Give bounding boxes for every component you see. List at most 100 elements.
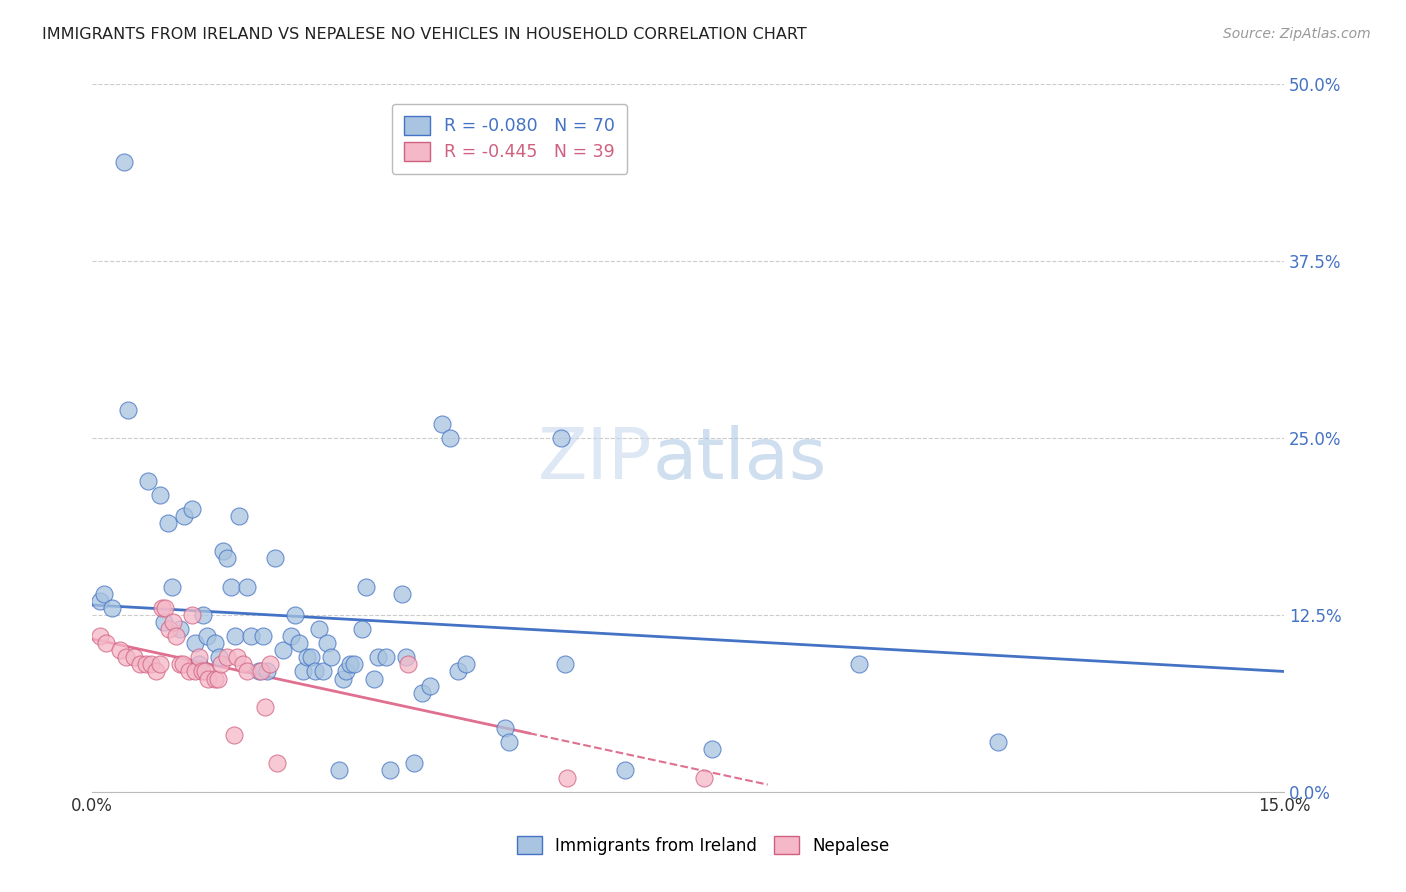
Point xyxy=(101,600,124,615)
Point xyxy=(288,636,311,650)
Point xyxy=(184,665,207,679)
Point xyxy=(375,650,398,665)
Point xyxy=(117,402,139,417)
Point xyxy=(162,615,184,629)
Point xyxy=(613,764,636,778)
Point xyxy=(335,665,357,679)
Point xyxy=(152,615,174,629)
Point xyxy=(156,516,179,530)
Point xyxy=(343,657,366,672)
Point xyxy=(363,672,385,686)
Point xyxy=(89,593,111,607)
Point xyxy=(249,665,271,679)
Point xyxy=(135,657,157,672)
Point xyxy=(284,607,307,622)
Point xyxy=(191,665,214,679)
Point xyxy=(209,657,232,672)
Point xyxy=(236,665,259,679)
Point xyxy=(208,650,231,665)
Point xyxy=(454,657,477,672)
Point xyxy=(332,672,354,686)
Point xyxy=(219,580,242,594)
Point xyxy=(367,650,389,665)
Point xyxy=(266,756,288,771)
Point xyxy=(89,629,111,643)
Point xyxy=(197,672,219,686)
Point xyxy=(256,665,278,679)
Point xyxy=(112,155,135,169)
Point xyxy=(128,657,150,672)
Point xyxy=(439,431,461,445)
Point xyxy=(319,650,342,665)
Point xyxy=(259,657,281,672)
Point xyxy=(122,650,145,665)
Point xyxy=(204,636,226,650)
Point xyxy=(299,650,322,665)
Point xyxy=(193,607,215,622)
Point xyxy=(204,672,226,686)
Point xyxy=(93,587,115,601)
Point xyxy=(247,665,270,679)
Point xyxy=(114,650,136,665)
Point xyxy=(173,508,195,523)
Point xyxy=(184,636,207,650)
Point xyxy=(253,699,276,714)
Point xyxy=(352,622,374,636)
Point xyxy=(304,665,326,679)
Point xyxy=(396,657,419,672)
Point xyxy=(430,417,453,431)
Point xyxy=(411,686,433,700)
Point xyxy=(108,643,131,657)
Point xyxy=(308,622,330,636)
Point xyxy=(311,665,333,679)
Point xyxy=(150,600,173,615)
Point xyxy=(181,607,204,622)
Point xyxy=(222,728,245,742)
Point xyxy=(848,657,870,672)
Text: atlas: atlas xyxy=(652,425,827,494)
Point xyxy=(987,735,1010,749)
Point xyxy=(395,650,418,665)
Point xyxy=(700,742,723,756)
Point xyxy=(217,551,239,566)
Point xyxy=(172,657,194,672)
Point xyxy=(145,665,167,679)
Point xyxy=(447,665,470,679)
Point xyxy=(212,544,235,558)
Point xyxy=(271,643,294,657)
Point xyxy=(236,580,259,594)
Text: Source: ZipAtlas.com: Source: ZipAtlas.com xyxy=(1223,27,1371,41)
Point xyxy=(160,580,183,594)
Point xyxy=(96,636,118,650)
Point xyxy=(315,636,337,650)
Point xyxy=(295,650,318,665)
Point xyxy=(391,587,413,601)
Point xyxy=(498,735,520,749)
Point xyxy=(280,629,302,643)
Point xyxy=(207,672,229,686)
Point xyxy=(149,488,172,502)
Point xyxy=(197,629,219,643)
Point xyxy=(194,665,217,679)
Point xyxy=(225,650,247,665)
Point xyxy=(179,665,201,679)
Point xyxy=(149,657,172,672)
Point xyxy=(188,657,211,672)
Point xyxy=(169,657,191,672)
Point xyxy=(252,629,274,643)
Point xyxy=(554,657,576,672)
Point xyxy=(136,474,159,488)
Text: ZIP: ZIP xyxy=(538,425,652,494)
Point xyxy=(157,622,180,636)
Point xyxy=(494,721,516,735)
Point xyxy=(139,657,162,672)
Legend: Immigrants from Ireland, Nepalese: Immigrants from Ireland, Nepalese xyxy=(510,830,896,862)
Point xyxy=(228,508,250,523)
Point xyxy=(550,431,572,445)
Point xyxy=(291,665,314,679)
Point xyxy=(187,650,209,665)
Point xyxy=(264,551,287,566)
Point xyxy=(328,764,350,778)
Point xyxy=(339,657,361,672)
Text: IMMIGRANTS FROM IRELAND VS NEPALESE NO VEHICLES IN HOUSEHOLD CORRELATION CHART: IMMIGRANTS FROM IRELAND VS NEPALESE NO V… xyxy=(42,27,807,42)
